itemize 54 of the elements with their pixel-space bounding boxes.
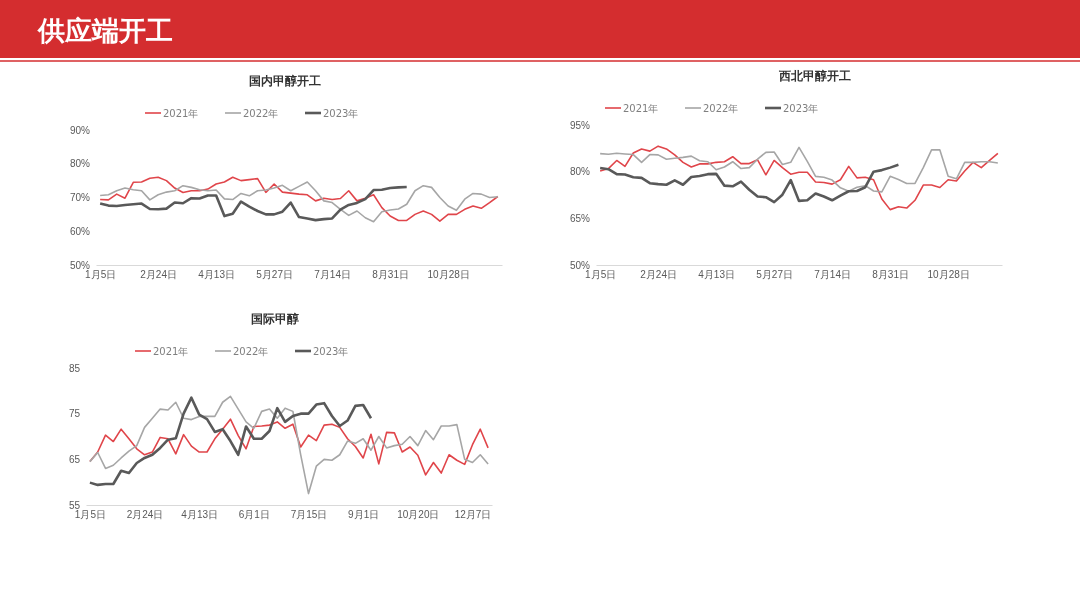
legend-label: 2021年: [163, 108, 199, 119]
y-tick-label: 50%: [569, 259, 591, 271]
y-tick-label: 85: [68, 362, 81, 374]
x-tick-label: 10月20日: [397, 509, 440, 521]
x-tick-label: 8月31日: [372, 269, 409, 281]
x-tick-label: 1月5日: [85, 269, 117, 281]
text: 供应端开工: [37, 15, 173, 46]
legend-label: 2023年: [313, 346, 349, 357]
legend-label: 2022年: [703, 103, 739, 114]
line-series: [598, 163, 900, 204]
x-tick-label: 2月24日: [140, 269, 177, 281]
x-tick-label: 7月14日: [314, 269, 351, 281]
y-tick-label: 95%: [569, 119, 591, 131]
x-tick-label: 1月5日: [74, 509, 106, 521]
line-series: [88, 396, 373, 487]
legend-label: 2021年: [153, 346, 189, 357]
y-tick-label: 65: [68, 454, 81, 466]
y-tick-label: 80%: [569, 166, 591, 178]
x-tick-label: 1月5日: [585, 269, 617, 281]
chart-title: 国内甲醇开工: [249, 74, 321, 88]
legend-label: 2022年: [243, 108, 279, 119]
y-tick-label: 50%: [69, 259, 91, 271]
y-tick-label: 55: [68, 499, 81, 511]
legend-label: 2021年: [623, 103, 659, 114]
y-tick-label: 90%: [69, 124, 91, 136]
legend-label: 2022年: [233, 346, 269, 357]
chart-title: 国际甲醇: [251, 312, 299, 326]
y-tick-label: 70%: [69, 192, 91, 204]
x-tick-label: 9月1日: [348, 509, 380, 521]
x-tick-label: 2月24日: [640, 269, 677, 281]
x-tick-label: 7月14日: [814, 269, 851, 281]
chart-title: 西北甲醇开工: [778, 69, 851, 83]
x-tick-label: 4月13日: [198, 269, 235, 281]
x-tick-label: 2月24日: [126, 509, 164, 521]
x-tick-label: 4月13日: [181, 509, 219, 521]
y-tick-label: 60%: [69, 225, 91, 237]
x-tick-label: 8月31日: [872, 269, 909, 281]
x-tick-label: 10月28日: [927, 269, 970, 281]
x-tick-label: 5月27日: [256, 269, 293, 281]
line-series: [98, 185, 409, 222]
x-tick-label: 6月1日: [238, 509, 270, 521]
x-tick-label: 10月28日: [427, 269, 470, 281]
y-tick-label: 80%: [69, 158, 91, 170]
line-series: [599, 145, 999, 211]
x-tick-label: 12月7日: [454, 509, 492, 521]
y-tick-label: 75: [68, 408, 81, 420]
y-tick-label: 65%: [569, 213, 591, 225]
line-series: [89, 395, 489, 495]
legend-label: 2023年: [323, 108, 359, 119]
x-tick-label: 7月15日: [290, 509, 328, 521]
line-series: [599, 146, 999, 193]
x-tick-label: 5月27日: [756, 269, 793, 281]
legend-label: 2023年: [783, 103, 819, 114]
x-tick-label: 4月13日: [698, 269, 735, 281]
